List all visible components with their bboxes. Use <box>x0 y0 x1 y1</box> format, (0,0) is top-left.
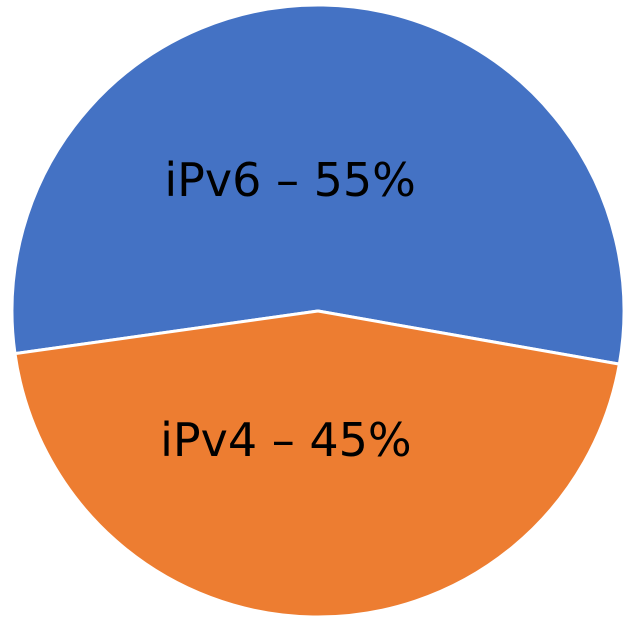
slice-label: iPv6 – 55% <box>164 153 416 207</box>
pie-slice <box>13 309 621 619</box>
pie-slice <box>10 3 626 366</box>
slice-label: iPv4 – 45% <box>160 413 412 467</box>
